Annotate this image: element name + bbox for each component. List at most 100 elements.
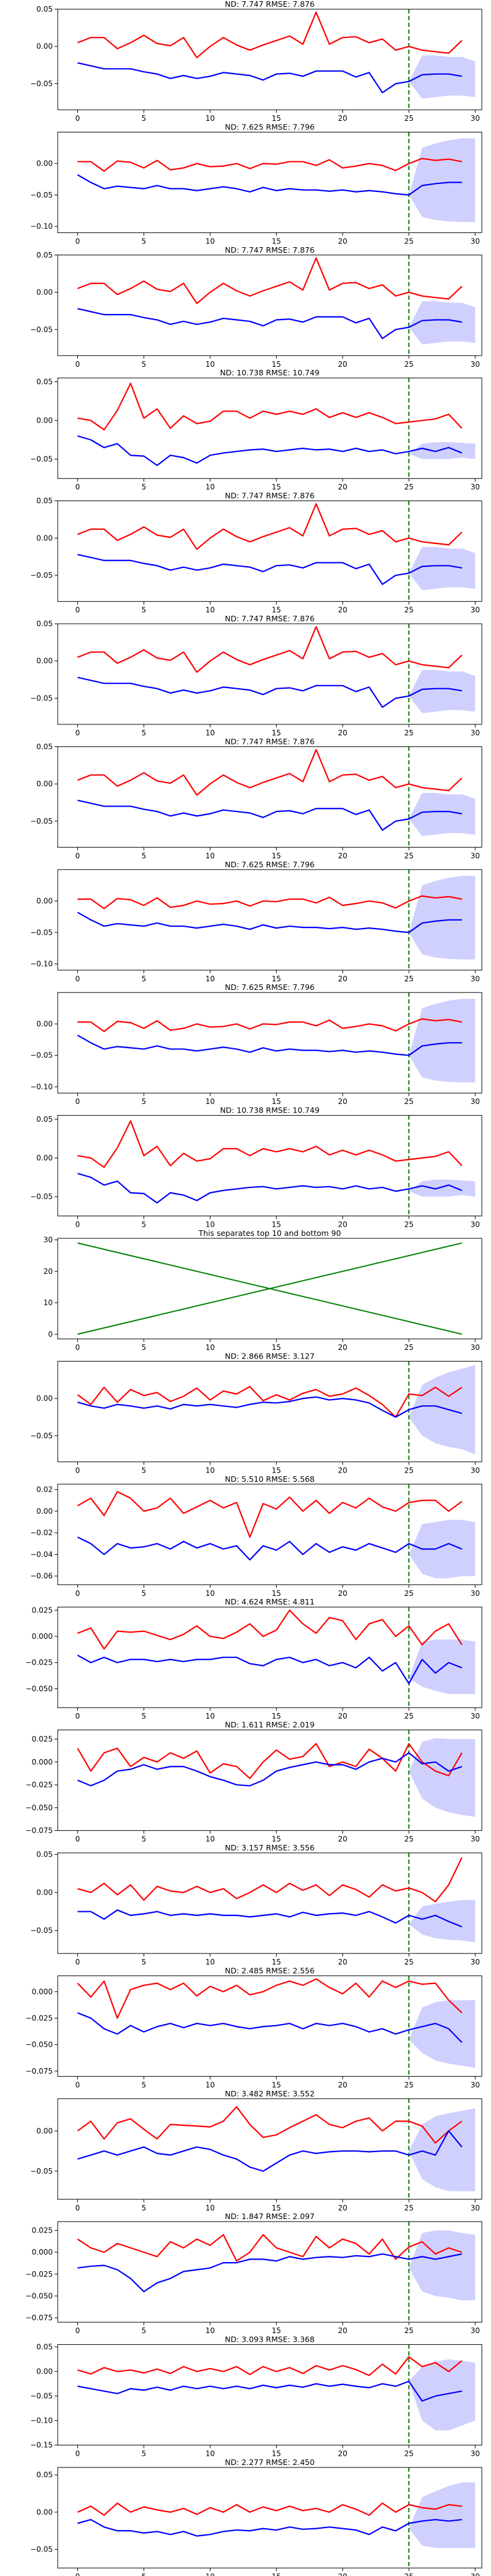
subplot-5: ND: 7.747 RMSE: 7.876 0 5 10 15 20 25 30 −0.05 0.… xyxy=(30,491,482,615)
subplot-title: ND: 7.625 RMSE: 7.796 xyxy=(225,122,314,131)
x-tick-label: 10 xyxy=(206,237,215,245)
plot-area xyxy=(77,2098,476,2199)
plot-area xyxy=(77,1853,476,1953)
x-tick-label: 30 xyxy=(471,1343,480,1352)
axes-frame xyxy=(57,255,482,356)
y-tick-label: −0.05 xyxy=(30,1051,53,1060)
y-tick-label: 0.00 xyxy=(36,2126,53,2135)
plot-area xyxy=(77,1976,476,2077)
x-tick-label: 5 xyxy=(142,2204,147,2212)
y-tick-label: 0 xyxy=(48,1330,53,1338)
x-tick-label: 5 xyxy=(142,975,147,983)
prediction-series-line xyxy=(77,1173,463,1204)
y-tick-label: 0.025 xyxy=(32,2226,53,2234)
x-tick-label: 25 xyxy=(404,1466,414,1474)
x-tick-label: 0 xyxy=(75,1466,80,1474)
y-tick-label: −0.025 xyxy=(26,1781,53,1789)
axes-frame xyxy=(57,1360,482,1462)
subplot-14: ND: 4.624 RMSE: 4.811 0 5 10 15 20 25 30 −0.050 −… xyxy=(26,1597,482,1720)
truth-series-line xyxy=(77,2234,462,2262)
x-tick-label: 15 xyxy=(272,851,281,860)
x-tick-label: 5 xyxy=(142,2080,147,2089)
x-tick-label: 30 xyxy=(471,975,480,983)
subplot-title: ND: 1.611 RMSE: 2.019 xyxy=(225,1720,314,1730)
truth-series-line xyxy=(77,11,463,59)
x-tick-label: 5 xyxy=(142,2326,147,2335)
x-tick-label: 20 xyxy=(338,237,347,245)
x-tick-label: 10 xyxy=(206,729,215,737)
x-tick-label: 20 xyxy=(338,1343,347,1352)
x-tick-label: 25 xyxy=(404,2572,414,2576)
x-tick-label: 10 xyxy=(206,1958,215,1966)
x-tick-label: 30 xyxy=(471,1835,480,1844)
y-tick-label: −0.05 xyxy=(30,2545,53,2554)
subplot-6: ND: 7.747 RMSE: 7.876 0 5 10 15 20 25 30 −0.05 0.… xyxy=(30,614,482,737)
prediction-series-line xyxy=(77,2380,462,2402)
x-tick-label: 30 xyxy=(471,360,480,369)
x-tick-label: 10 xyxy=(206,114,215,123)
x-tick-label: 20 xyxy=(338,1835,347,1844)
subplot-title: ND: 3.157 RMSE: 3.556 xyxy=(225,1843,314,1852)
y-tick-label: 0.00 xyxy=(36,1507,53,1516)
x-tick-label: 15 xyxy=(272,360,281,369)
truth-series-line xyxy=(77,1491,463,1538)
x-tick-label: 15 xyxy=(272,1835,281,1844)
axes-frame xyxy=(57,1730,482,1831)
axes-frame xyxy=(57,9,482,110)
x-tick-label: 20 xyxy=(338,1589,347,1598)
y-tick-label: 0.05 xyxy=(36,497,53,505)
axes-frame xyxy=(57,2098,482,2200)
prediction-series-line xyxy=(77,435,463,466)
subplot-3: ND: 7.747 RMSE: 7.876 0 5 10 15 20 25 30 −0.05 0.… xyxy=(30,245,482,369)
x-tick-label: 25 xyxy=(404,2450,414,2458)
y-tick-label: −0.050 xyxy=(26,2041,53,2049)
prediction-series-line xyxy=(77,1654,463,1685)
prediction-series-line xyxy=(77,677,462,708)
y-tick-label: 0.025 xyxy=(32,1606,53,1614)
x-tick-label: 30 xyxy=(471,1712,480,1720)
x-tick-label: 20 xyxy=(338,2204,347,2212)
truth-series-line xyxy=(77,257,463,304)
y-tick-label: −0.075 xyxy=(26,1827,53,1835)
x-tick-label: 30 xyxy=(471,114,480,123)
x-tick-label: 25 xyxy=(404,1958,414,1966)
subplot-17: ND: 2.485 RMSE: 2.556 0 5 10 15 20 25 30 −0.075 −… xyxy=(26,1966,482,2089)
x-tick-label: 10 xyxy=(206,1343,215,1352)
y-tick-label: −0.050 xyxy=(26,1684,53,1693)
x-tick-label: 15 xyxy=(272,2080,281,2089)
x-tick-label: 15 xyxy=(272,606,281,615)
subplot-title: ND: 4.624 RMSE: 4.811 xyxy=(225,1597,314,1606)
prediction-series-line xyxy=(77,2518,462,2537)
prediction-series-line xyxy=(77,1396,462,1418)
x-tick-label: 5 xyxy=(142,1835,147,1844)
x-tick-label: 5 xyxy=(142,1097,147,1106)
y-tick-label: 0.05 xyxy=(36,1850,53,1858)
axes-frame xyxy=(57,1852,482,1954)
x-tick-label: 20 xyxy=(338,1712,347,1720)
separator-line-2 xyxy=(77,1242,462,1335)
x-tick-label: 15 xyxy=(272,2450,281,2458)
x-tick-label: 30 xyxy=(471,851,480,860)
subplot-title: ND: 7.747 RMSE: 7.876 xyxy=(225,0,314,9)
x-tick-label: 15 xyxy=(272,1343,281,1352)
y-tick-label: 20 xyxy=(44,1267,53,1276)
x-tick-label: 25 xyxy=(404,2326,414,2335)
x-tick-label: 15 xyxy=(272,1466,281,1474)
subplot-19: ND: 1.847 RMSE: 2.097 0 5 10 15 20 25 30 −0.075 −… xyxy=(26,2212,482,2335)
x-tick-label: 30 xyxy=(471,2080,480,2089)
x-tick-label: 30 xyxy=(471,729,480,737)
x-tick-label: 15 xyxy=(272,975,281,983)
x-tick-label: 0 xyxy=(75,606,80,615)
subplot-title: ND: 2.866 RMSE: 3.127 xyxy=(225,1351,314,1360)
subplot-15: ND: 1.611 RMSE: 2.019 0 5 10 15 20 25 30 −0.075 −… xyxy=(26,1720,482,1844)
y-tick-label: 0.00 xyxy=(36,897,53,905)
x-tick-label: 25 xyxy=(404,851,414,860)
x-tick-label: 20 xyxy=(338,1466,347,1474)
x-tick-label: 0 xyxy=(75,1712,80,1720)
x-tick-label: 25 xyxy=(404,1097,414,1106)
y-tick-label: −0.075 xyxy=(26,2313,53,2322)
y-tick-label: −0.075 xyxy=(26,2067,53,2076)
x-tick-label: 5 xyxy=(142,1712,147,1720)
x-tick-label: 25 xyxy=(404,1712,414,1720)
